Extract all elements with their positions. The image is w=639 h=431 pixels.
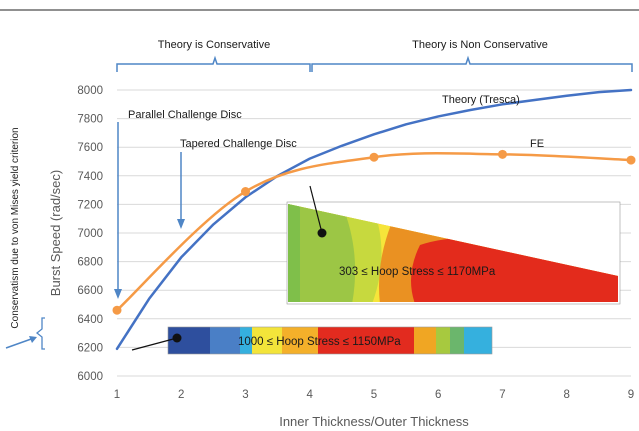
tapered-disc-stress-label: 303 ≤ Hoop Stress ≤ 1170MPa: [339, 266, 496, 278]
y-tick-6600: 6600: [77, 285, 103, 297]
parallel-disc-inset: [168, 327, 492, 354]
x-tick-9: 9: [628, 389, 634, 401]
non-conservative-bracket: [311, 55, 633, 72]
x-tick-1: 1: [114, 389, 120, 401]
parallel-disc-arrow: [114, 122, 122, 299]
conservatism-arrow: [5, 336, 37, 349]
y-axis-title: Burst Speed (rad/sec): [48, 170, 63, 296]
fe-point-5: [369, 152, 379, 162]
y-tick-7200: 7200: [77, 199, 103, 211]
x-axis-title: Inner Thickness/Outer Thickness: [279, 414, 469, 429]
y-tick-7400: 7400: [77, 171, 103, 183]
y-tick-6200: 6200: [77, 342, 103, 354]
y-tick-7600: 7600: [77, 142, 103, 154]
x-tick-labels: 1 2 3 4 5 6 7 8 9: [114, 389, 634, 401]
annotation-tapered-disc: Tapered Challenge Disc: [180, 138, 297, 150]
y-tick-6400: 6400: [77, 314, 103, 326]
region-label-non-conservative: Theory is Non Conservative: [412, 39, 548, 51]
y-tick-6000: 6000: [77, 371, 103, 383]
fe-point-9: [626, 155, 636, 165]
fe-point-1: [112, 305, 122, 315]
series-label-fe: FE: [530, 138, 544, 150]
conservatism-bracket: [35, 317, 45, 350]
fe-point-3: [241, 187, 250, 197]
x-tick-5: 5: [371, 389, 377, 401]
x-tick-3: 3: [242, 389, 248, 401]
y-tick-labels: 6000 6200 6400 6600 6800 7000 7200 7400 7600 7800…: [77, 85, 103, 383]
series-label-theory: Theory (Tresca): [442, 94, 520, 106]
x-tick-8: 8: [564, 389, 570, 401]
series-layer: [112, 88, 636, 351]
y-tick-6800: 6800: [77, 257, 103, 269]
region-label-conservative: Theory is Conservative: [158, 39, 271, 51]
annotation-parallel-disc: Parallel Challenge Disc: [128, 109, 242, 121]
x-tick-7: 7: [499, 389, 505, 401]
conservatism-note: Conservatism due to von Mises yield crit…: [10, 127, 21, 328]
fe-point-7: [498, 149, 507, 159]
x-tick-6: 6: [435, 389, 441, 401]
series-line-theory: [115, 88, 633, 351]
conservative-bracket: [116, 55, 311, 72]
tapered-disc-leader: [309, 185, 323, 234]
tapered-disc-arrow: [177, 152, 185, 229]
tapered-disc-inset: 303 ≤ Hoop Stress ≤ 1170MPa: [286, 185, 621, 305]
parallel-disc-leader: [131, 337, 178, 351]
y-tick-8000: 8000: [77, 85, 103, 97]
y-tick-7800: 7800: [77, 114, 103, 126]
y-tick-7000: 7000: [77, 228, 103, 240]
parallel-disc-stress-label: 1000 ≤ Hoop Stress ≤ 1150MPa: [238, 336, 401, 348]
x-tick-2: 2: [178, 389, 184, 401]
x-tick-4: 4: [307, 389, 314, 401]
